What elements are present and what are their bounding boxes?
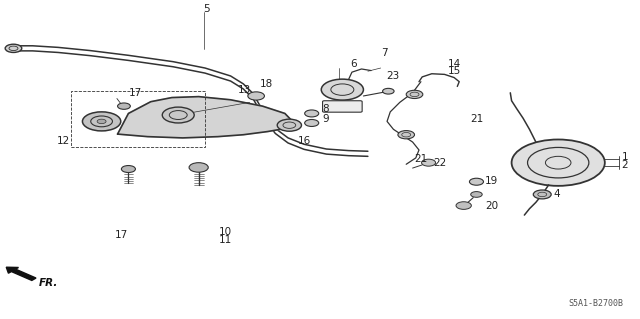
Text: 23: 23 (387, 71, 399, 81)
Text: 2: 2 (621, 160, 628, 170)
Text: 19: 19 (484, 176, 498, 186)
Text: 16: 16 (298, 136, 311, 146)
Circle shape (277, 119, 301, 131)
Text: 12: 12 (56, 136, 70, 146)
Circle shape (97, 119, 106, 123)
FancyArrow shape (6, 267, 36, 280)
Text: 5: 5 (203, 4, 210, 14)
Text: FR.: FR. (39, 278, 58, 288)
Circle shape (305, 110, 319, 117)
Text: 1: 1 (621, 152, 628, 162)
Circle shape (248, 92, 264, 100)
Text: 4: 4 (554, 189, 561, 199)
Text: 13: 13 (238, 85, 252, 95)
Text: 15: 15 (448, 66, 461, 76)
Circle shape (321, 79, 364, 100)
Circle shape (469, 178, 483, 185)
Text: 7: 7 (381, 48, 388, 58)
FancyBboxPatch shape (323, 101, 362, 112)
Circle shape (533, 190, 551, 199)
Circle shape (511, 139, 605, 186)
Circle shape (398, 130, 415, 139)
Text: S5A1-B2700B: S5A1-B2700B (568, 299, 623, 308)
Text: 17: 17 (129, 88, 141, 98)
Circle shape (122, 166, 136, 173)
Circle shape (422, 159, 436, 166)
Text: 22: 22 (434, 158, 447, 168)
Text: 8: 8 (323, 104, 329, 114)
Polygon shape (118, 97, 293, 138)
Text: 20: 20 (484, 201, 498, 211)
Circle shape (470, 192, 482, 197)
Text: 10: 10 (219, 227, 232, 237)
Text: 11: 11 (219, 234, 232, 245)
Circle shape (189, 163, 208, 172)
Text: 18: 18 (259, 79, 273, 89)
Circle shape (83, 112, 121, 131)
Circle shape (406, 90, 423, 99)
Circle shape (383, 88, 394, 94)
Text: 17: 17 (115, 230, 127, 240)
Text: 21: 21 (415, 154, 428, 165)
Text: 21: 21 (470, 114, 483, 124)
Circle shape (456, 202, 471, 209)
Text: 14: 14 (448, 59, 461, 69)
Text: 6: 6 (351, 59, 357, 69)
Text: 9: 9 (323, 114, 329, 124)
Circle shape (305, 120, 319, 126)
Bar (71, 91, 205, 147)
Circle shape (5, 44, 22, 52)
Circle shape (163, 107, 194, 123)
Circle shape (118, 103, 131, 109)
